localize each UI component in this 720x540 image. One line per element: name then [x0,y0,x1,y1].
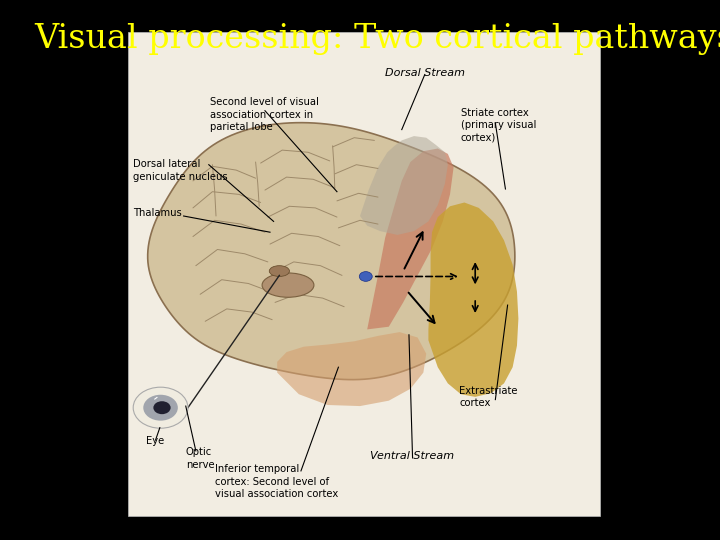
Text: Dorsal Stream: Dorsal Stream [384,68,465,78]
Text: Second level of visual
association cortex in
parietal lobe: Second level of visual association corte… [210,97,319,132]
Text: Thalamus: Thalamus [133,208,182,218]
Text: Inferior temporal
cortex: Second level of
visual association cortex: Inferior temporal cortex: Second level o… [215,464,338,499]
Text: Ventral Stream: Ventral Stream [371,451,454,461]
Ellipse shape [262,273,314,297]
Text: Extrastriate
cortex: Extrastriate cortex [459,386,518,408]
Circle shape [359,272,372,281]
PathPatch shape [360,136,448,235]
Text: Eye: Eye [146,436,165,446]
Circle shape [143,395,178,421]
Ellipse shape [269,266,289,276]
PathPatch shape [428,202,518,397]
Circle shape [153,401,171,414]
Text: Striate cortex
(primary visual
cortex): Striate cortex (primary visual cortex) [461,108,536,143]
Text: Visual processing: Two cortical pathways: Visual processing: Two cortical pathways [35,23,720,55]
PathPatch shape [148,123,515,380]
PathPatch shape [277,332,426,406]
Bar [128,32,600,516]
Text: Optic
nerve: Optic nerve [186,447,215,469]
PathPatch shape [367,148,454,329]
Text: Dorsal lateral
geniculate nucleus: Dorsal lateral geniculate nucleus [133,159,228,181]
Circle shape [133,387,188,428]
